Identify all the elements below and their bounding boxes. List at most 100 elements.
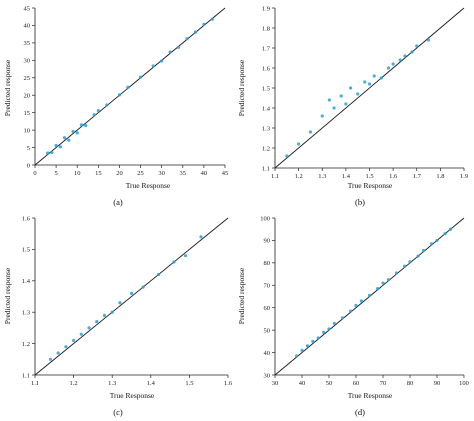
x-tick-label: 40	[201, 170, 208, 177]
data-point	[410, 50, 414, 54]
data-point	[386, 66, 390, 70]
data-point	[64, 345, 68, 349]
panel-b: (b) True Response Predicted response 1.1…	[237, 5, 468, 207]
data-point	[79, 123, 84, 127]
y-tick-label: 5	[27, 145, 30, 152]
y-tick-label: 1.3	[262, 125, 270, 132]
data-point	[117, 93, 122, 97]
reference-line	[274, 7, 465, 169]
y-axis-label: Predicted response	[237, 267, 246, 324]
x-tick-label: 40	[299, 380, 306, 387]
x-tick-label: 1.1	[271, 173, 279, 180]
data-point	[403, 264, 407, 268]
x-tick-label: 1.2	[70, 380, 78, 387]
x-axis-label: True Response	[126, 181, 171, 190]
x-tick-label: 1.7	[413, 173, 422, 180]
data-point	[151, 64, 155, 68]
y-tick-label: 45	[24, 5, 31, 12]
y-tick-label: 1.4	[262, 105, 271, 112]
data-point	[349, 309, 353, 313]
data-point	[311, 339, 315, 343]
x-tick-label: 1.2	[295, 173, 303, 180]
x-tick-label: 80	[407, 380, 414, 387]
data-point	[160, 59, 164, 63]
data-point	[199, 235, 203, 239]
x-tick-label: 25	[137, 170, 144, 177]
y-tick-label: 1.5	[22, 247, 30, 254]
data-point	[379, 76, 383, 80]
x-tick-label: 15	[95, 170, 102, 177]
data-point	[46, 151, 50, 155]
data-point	[48, 357, 53, 361]
x-tick-label: 1.4	[342, 173, 351, 180]
y-tick-label: 1.4	[22, 278, 31, 285]
y-tick-label: 60	[264, 305, 271, 312]
data-point	[75, 131, 79, 135]
y-tick-label: 30	[264, 372, 271, 379]
data-point	[50, 150, 54, 155]
data-point	[354, 303, 358, 308]
data-point	[305, 344, 309, 348]
y-tick-label: 1.3	[22, 310, 30, 317]
y-tick-label: 50	[264, 327, 271, 334]
data-point	[105, 103, 109, 107]
y-tick-label: 1.6	[262, 65, 271, 72]
data-point	[340, 316, 345, 320]
y-tick-label: 1.2	[22, 341, 30, 348]
x-tick-label: 1.5	[185, 380, 193, 387]
data-point	[172, 260, 176, 264]
data-point	[403, 54, 407, 58]
data-point	[193, 30, 198, 34]
data-point	[58, 145, 62, 149]
data-point	[210, 17, 214, 21]
data-point	[320, 114, 324, 118]
y-axis-label: Predicted response	[3, 267, 12, 324]
y-tick-label: 90	[264, 238, 271, 245]
panel-d: (d) True Response Predicted response 30 4…	[237, 215, 469, 417]
y-tick-label: 30	[24, 58, 31, 65]
data-point	[398, 58, 402, 62]
panel-c: (c) True Response Predicted response 1.1…	[3, 215, 233, 417]
data-point	[430, 242, 434, 246]
data-point	[79, 332, 83, 336]
panel-label: (b)	[355, 197, 365, 207]
y-tick-label: 1.7	[262, 45, 271, 52]
x-tick-label: 50	[326, 380, 333, 387]
x-tick-label: 1.8	[436, 173, 444, 180]
y-tick-label: 15	[24, 110, 31, 117]
data-point	[202, 22, 206, 26]
y-tick-label: 1.2	[262, 145, 270, 152]
data-point	[344, 102, 348, 106]
y-tick-label: 40	[24, 23, 31, 30]
x-tick-label: 70	[380, 380, 387, 387]
y-tick-label: 100	[260, 215, 270, 222]
x-axis-label: True Response	[348, 391, 393, 400]
data-point	[308, 130, 313, 134]
data-point	[327, 98, 331, 102]
panel-label: (d)	[355, 407, 365, 417]
panel-a: (a) True Response Predicted response 0 5 1…	[3, 5, 228, 207]
x-axis-label: True Response	[348, 181, 393, 190]
data-point	[448, 227, 453, 231]
x-tick-label: 45	[222, 170, 229, 177]
data-point	[363, 80, 367, 84]
x-tick-label: 90	[434, 380, 441, 387]
data-point	[327, 327, 331, 331]
data-point	[183, 254, 188, 258]
reference-line	[34, 7, 226, 166]
data-point	[339, 94, 343, 98]
data-point	[367, 293, 372, 297]
y-axis-label: Predicted response	[237, 59, 246, 116]
data-point	[176, 45, 181, 50]
data-point	[376, 287, 380, 291]
data-point	[386, 278, 390, 282]
data-point	[391, 62, 395, 66]
data-point	[72, 338, 76, 343]
data-point	[332, 106, 336, 110]
data-point	[297, 142, 301, 146]
data-point	[381, 281, 385, 285]
data-point	[56, 351, 60, 355]
data-point	[71, 129, 75, 134]
data-point	[367, 82, 372, 86]
